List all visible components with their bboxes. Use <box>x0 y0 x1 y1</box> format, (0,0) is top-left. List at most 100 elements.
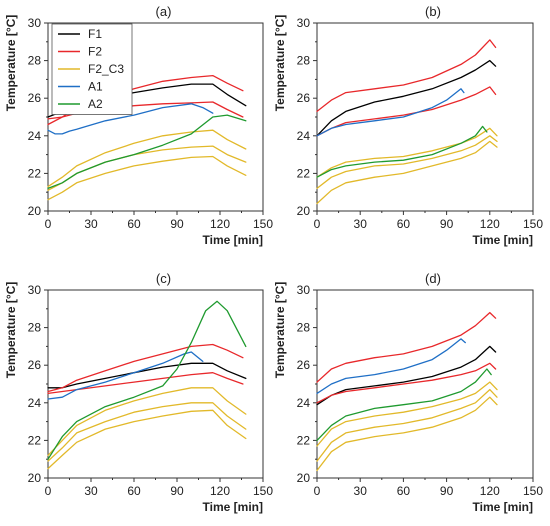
y-axis-title: Temperature [°C] <box>273 282 287 379</box>
series-line-a1 <box>47 103 214 135</box>
series-line-f1 <box>316 345 497 406</box>
x-tick-label: 0 <box>45 217 52 231</box>
legend-label: A1 <box>88 80 103 94</box>
legend: F1 F2 F2_C3 A1 A2 <box>51 23 133 115</box>
x-tick-label: 120 <box>210 217 230 231</box>
x-axis-title: Time [min] <box>203 233 263 247</box>
y-tick-label: 24 <box>297 129 311 143</box>
legend-label: A2 <box>88 97 103 111</box>
series-line-unnamed <box>47 372 244 395</box>
series-line-unnamed <box>316 135 498 190</box>
y-tick-label: 24 <box>297 396 311 410</box>
x-tick-label: 60 <box>397 217 411 231</box>
series-line-a2 <box>47 300 247 460</box>
panel-label: (c) <box>156 271 171 286</box>
plot-frame <box>316 22 534 212</box>
x-axis-title: Time [min] <box>203 500 263 514</box>
y-tick-label: 28 <box>28 321 42 335</box>
y-tick-label: 28 <box>297 54 311 68</box>
panel-label: (a) <box>156 4 172 19</box>
x-tick-label: 120 <box>480 217 500 231</box>
x-tick-label: 150 <box>253 217 273 231</box>
series-line-a2 <box>316 125 488 178</box>
series-line-f1 <box>47 362 247 389</box>
series-line-unnamed <box>316 140 498 205</box>
y-tick-label: 22 <box>297 433 311 447</box>
x-tick-label: 150 <box>253 484 273 498</box>
series-line-unnamed <box>47 155 247 201</box>
x-tick-label: 0 <box>314 217 321 231</box>
y-tick-label: 24 <box>28 396 42 410</box>
y-tick-label: 20 <box>28 471 42 485</box>
y-tick-label: 26 <box>297 358 311 372</box>
y-tick-label: 28 <box>297 321 311 335</box>
x-tick-label: 90 <box>440 484 454 498</box>
series-line-unnamed <box>47 145 247 191</box>
legend-label: F2_C3 <box>88 62 124 76</box>
series-line-unnamed <box>316 396 498 472</box>
legend-label: F2 <box>88 45 102 59</box>
series-line-a1 <box>316 88 465 137</box>
y-tick-label: 22 <box>28 166 42 180</box>
panel-label: (d) <box>425 271 441 286</box>
x-tick-label: 150 <box>523 217 543 231</box>
y-axis-title: Temperature [°C] <box>273 15 287 112</box>
y-tick-label: 26 <box>297 91 311 105</box>
series-line-f2-c3 <box>47 129 247 188</box>
y-tick-label: 30 <box>297 16 311 30</box>
series-line-unnamed <box>316 388 498 462</box>
y-tick-label: 20 <box>297 204 311 218</box>
x-tick-label: 0 <box>45 484 52 498</box>
series-line-a1 <box>316 338 466 395</box>
legend-label: F1 <box>88 27 102 41</box>
x-tick-label: 60 <box>127 484 141 498</box>
x-tick-label: 120 <box>210 484 230 498</box>
series-line-f2-c3 <box>316 381 498 447</box>
x-axis-title: Time [min] <box>473 233 533 247</box>
series-line-unnamed <box>47 409 247 470</box>
panel-label: (b) <box>425 4 441 19</box>
x-tick-label: 0 <box>314 484 321 498</box>
x-tick-label: 90 <box>170 217 184 231</box>
plot-frame <box>316 289 534 479</box>
chart-panel-1: 0 30 60 90 120 150 20 22 24 26 28 30 Time [min] Tempe… <box>4 4 273 247</box>
x-tick-label: 30 <box>354 484 368 498</box>
series-line-a2 <box>316 368 492 442</box>
x-tick-label: 60 <box>127 217 141 231</box>
series-line-unnamed <box>316 362 497 404</box>
y-tick-label: 20 <box>28 204 42 218</box>
series-line-f2-c3 <box>316 127 498 178</box>
series-line-f2 <box>47 343 244 393</box>
x-tick-label: 30 <box>354 217 368 231</box>
x-tick-label: 90 <box>170 484 184 498</box>
series-line-f2 <box>316 39 497 113</box>
chart-panel-4: 0 30 60 90 120 150 20 22 24 26 28 30 Time [min] Tempe… <box>273 271 543 514</box>
y-axis-title: Temperature [°C] <box>4 282 18 379</box>
chart-panel-3: 0 30 60 90 120 150 20 22 24 26 28 30 Time [min] Tempe… <box>4 271 273 514</box>
series-line-f2 <box>316 311 497 383</box>
y-tick-label: 22 <box>297 166 311 180</box>
x-tick-label: 30 <box>84 484 98 498</box>
x-tick-label: 120 <box>480 484 500 498</box>
y-tick-label: 30 <box>297 283 311 297</box>
x-tick-label: 60 <box>397 484 411 498</box>
y-tick-label: 28 <box>28 54 42 68</box>
y-tick-label: 30 <box>28 283 42 297</box>
chart-panel-2: 0 30 60 90 120 150 20 22 24 26 28 30 Time [min] Tempe… <box>273 4 543 247</box>
x-tick-label: 90 <box>440 217 454 231</box>
y-tick-label: 26 <box>28 358 42 372</box>
series-line-f2-c3 <box>47 387 247 457</box>
series-line-f1 <box>316 59 497 137</box>
x-axis-title: Time [min] <box>473 500 533 514</box>
series-line-a2 <box>47 114 247 190</box>
y-tick-label: 22 <box>28 433 42 447</box>
y-tick-label: 24 <box>28 129 42 143</box>
series-line-unnamed <box>47 101 244 120</box>
series-line-a1 <box>47 351 204 400</box>
x-tick-label: 150 <box>523 484 543 498</box>
series-line-unnamed <box>47 402 247 462</box>
y-tick-label: 20 <box>297 471 311 485</box>
y-tick-label: 26 <box>28 91 42 105</box>
x-tick-label: 30 <box>84 217 98 231</box>
